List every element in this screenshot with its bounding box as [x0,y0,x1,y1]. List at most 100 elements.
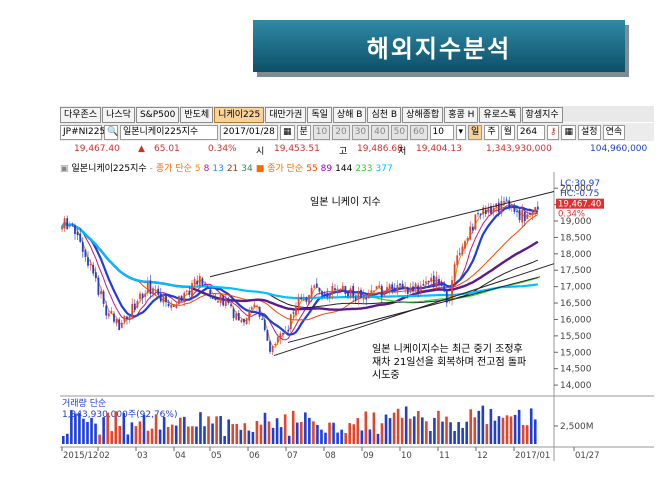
y-tick-label: 20,000 [560,184,592,194]
legend-ma-13: 13 [212,164,224,174]
bars-field[interactable]: 264 [516,124,545,140]
grid-icon[interactable]: ▦ [561,124,576,140]
settings-button[interactable]: 설정 [578,124,601,140]
tab-7[interactable]: 상해 B [332,107,367,123]
candle-body [490,205,492,214]
candle-body [206,286,209,288]
candle-body [76,231,79,236]
candle-body [74,225,76,235]
date-field[interactable]: 2017/01/28 [220,124,278,140]
count-dropdown-icon[interactable]: ▾ [455,124,467,140]
candle-body [409,287,412,293]
candle-body [365,297,368,300]
candle-body [240,319,243,323]
tab-5[interactable]: 대만가권 [265,107,307,123]
candle-body [331,286,334,295]
candle-body [149,280,152,295]
quote-volume-right: 104,960,000 [590,144,648,154]
volume-bar [174,425,178,444]
candle-body [328,294,331,299]
volume-bar [300,421,303,444]
candle-body [430,277,433,282]
quote-change-pct: 0.34% [208,144,237,154]
candle-body [84,249,87,257]
y-tick-label: 18,500 [560,233,592,243]
volume-bar [287,435,291,444]
volume-bar [203,426,206,444]
continuous-button[interactable]: 연속 [602,124,626,140]
candle-body [209,289,212,294]
volume-bar [166,427,170,444]
candle-body [440,282,443,287]
candle-body [224,298,227,306]
candle-body [120,322,123,328]
volume-bar [372,412,376,444]
interval-button-50[interactable]: 50 [390,124,409,140]
candle-body [133,303,136,311]
x-tick-label: 07 [287,451,298,461]
tab-3[interactable]: 반도체 [180,107,214,123]
legend-ma-8: 8 [203,164,210,174]
tab-0[interactable]: 다우존스 [60,107,102,123]
tab-2[interactable]: S&P500 [135,107,180,123]
volume-bar [485,424,489,444]
count-select[interactable]: 10 [429,124,454,140]
quote-volume: 1,343,930,000 [486,144,552,154]
candle-body [61,227,63,230]
volume-bar [332,422,335,444]
interval-button-30[interactable]: 30 [351,124,370,140]
volume-bar [183,416,186,444]
volume-bar [122,412,126,444]
annotation-line-0: 일본 니케이지수는 최근 중기 조정후 [372,343,523,355]
volume-bar [348,423,352,444]
ma-55-line [61,214,539,321]
volume-bar [271,427,275,444]
unit-button[interactable]: 분 [296,124,311,140]
candle-body [94,272,97,279]
candle-body [287,330,290,332]
interval-button-60[interactable]: 60 [410,124,428,140]
period-day-button[interactable]: 일 [468,124,483,140]
tab-1[interactable]: 나스닥 [102,107,135,123]
tab-4[interactable]: 니케이225 [214,107,265,123]
candle-body [154,289,157,291]
tab-12[interactable]: 항셍지수 [521,107,563,123]
volume-bar [465,421,468,444]
candle-body [466,238,469,242]
candle-body [68,225,71,227]
tab-8[interactable]: 심천 B [367,107,402,123]
volume-bar [308,417,311,444]
search-icon[interactable]: 🔍 [104,124,118,140]
price-chart[interactable]: 14,000 14,500 15,000 15,500 16,000 16,500 17,0… [60,172,654,461]
candle-body [107,313,110,317]
tab-9[interactable]: 상해종합 [402,107,444,123]
volume-bar [187,426,190,444]
period-month-button[interactable]: 월 [500,124,515,140]
candle-body [185,290,188,292]
candle-body [349,288,352,297]
interval-button-20[interactable]: 20 [332,124,350,140]
candle-body [263,319,266,331]
symbol-field[interactable]: JP#NI225 [60,124,105,140]
candle-body [211,296,214,299]
volume-bar [364,411,368,444]
current-price-tag [556,198,604,209]
volume-bar [489,408,493,444]
volume-bar [493,420,497,444]
tab-11[interactable]: 유로스톡 [479,107,521,123]
interval-button-10[interactable]: 10 [312,124,331,140]
period-week-button[interactable]: 주 [484,124,499,140]
open-label: 시 [256,147,265,157]
key-icon[interactable]: ⚷ [546,124,560,140]
calendar-icon[interactable]: ▦ [280,124,295,140]
candle-body [435,276,438,288]
volume-bar [380,423,384,444]
candle-body [71,223,74,225]
tab-10[interactable]: 홍콩 H [444,107,479,123]
tab-6[interactable]: 독일 [307,107,332,123]
symbol-name-field[interactable]: 일본니케이225지수 [120,124,218,140]
volume-bar [227,419,230,444]
chart-background [60,172,654,461]
interval-button-40[interactable]: 40 [371,124,389,140]
candle-body [318,288,321,292]
